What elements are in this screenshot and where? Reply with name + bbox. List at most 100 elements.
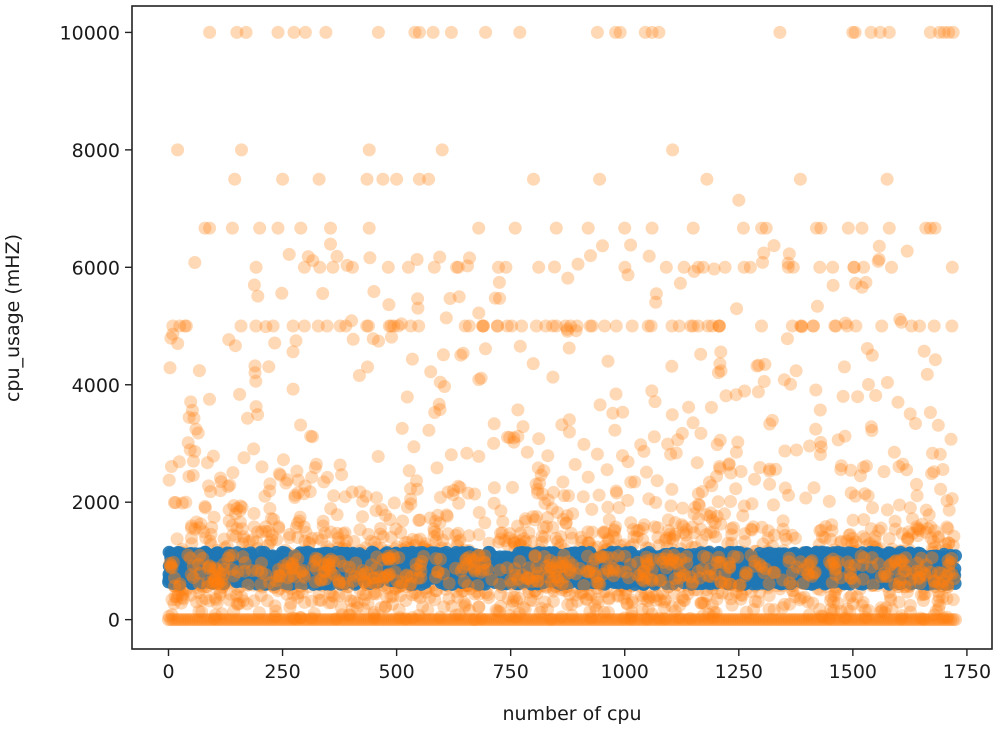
data-point — [609, 319, 623, 333]
data-point — [658, 593, 672, 607]
data-point — [891, 395, 905, 409]
data-point — [440, 508, 454, 522]
data-point — [510, 594, 524, 608]
data-point — [778, 444, 792, 458]
data-point — [840, 319, 854, 333]
data-point — [604, 613, 618, 627]
data-point — [862, 378, 875, 391]
data-point — [844, 486, 858, 500]
data-point — [477, 563, 491, 577]
data-point — [858, 487, 872, 501]
data-point — [568, 458, 582, 471]
data-point — [313, 260, 327, 274]
data-point — [412, 613, 426, 627]
data-point — [166, 613, 180, 627]
data-point — [222, 333, 236, 347]
data-point — [708, 516, 722, 530]
data-point — [186, 454, 200, 468]
data-point — [554, 613, 568, 627]
data-point — [335, 613, 349, 627]
data-point — [248, 359, 262, 373]
data-point — [189, 422, 203, 436]
data-point — [739, 613, 753, 627]
data-point — [474, 371, 488, 385]
data-point — [642, 492, 656, 506]
data-point — [873, 25, 887, 39]
data-point — [606, 613, 620, 627]
data-point — [460, 446, 474, 460]
data-point — [793, 613, 807, 627]
data-point — [584, 249, 597, 263]
data-point — [713, 433, 727, 447]
data-point — [844, 613, 858, 627]
data-point — [925, 467, 939, 481]
data-point — [227, 499, 241, 513]
data-point — [737, 499, 751, 513]
data-point — [555, 610, 569, 624]
data-point — [609, 387, 623, 401]
data-point — [807, 613, 821, 627]
data-point — [592, 488, 606, 502]
data-point — [324, 525, 338, 539]
data-point — [383, 513, 397, 526]
data-point — [287, 588, 300, 602]
data-point — [269, 613, 283, 627]
data-point — [482, 591, 496, 605]
data-point — [649, 496, 663, 509]
data-point — [776, 601, 790, 615]
data-point — [338, 490, 352, 504]
data-point — [402, 464, 416, 478]
data-point — [327, 489, 341, 503]
data-point — [344, 613, 358, 627]
data-point — [337, 613, 351, 627]
data-point — [666, 553, 679, 566]
data-point — [882, 221, 896, 235]
data-point — [595, 613, 609, 627]
data-point — [882, 532, 896, 546]
data-point — [879, 601, 893, 615]
data-point — [438, 613, 451, 627]
data-point — [877, 465, 891, 479]
data-point — [506, 613, 520, 627]
data-point — [677, 260, 691, 274]
data-point — [665, 408, 679, 422]
data-point — [362, 319, 375, 333]
data-point — [848, 613, 862, 627]
data-point — [725, 613, 739, 627]
data-point — [529, 613, 543, 627]
data-point — [606, 561, 620, 575]
data-point — [892, 460, 906, 474]
data-point — [941, 578, 955, 592]
data-point — [624, 238, 638, 252]
data-point — [849, 535, 863, 549]
data-point — [444, 25, 458, 39]
data-point — [589, 569, 603, 583]
data-point — [254, 589, 268, 603]
data-point — [762, 577, 776, 591]
data-point — [643, 591, 657, 605]
data-point — [171, 587, 185, 601]
data-point — [803, 439, 817, 453]
data-point — [777, 613, 791, 627]
data-point — [461, 259, 474, 273]
data-point — [630, 530, 644, 544]
data-point — [268, 599, 282, 613]
data-point — [396, 514, 410, 528]
data-point — [831, 433, 845, 447]
data-point — [676, 501, 690, 515]
data-point — [163, 361, 177, 375]
data-point — [601, 500, 615, 514]
data-point — [739, 605, 753, 619]
data-point — [590, 447, 604, 461]
data-point — [810, 299, 824, 313]
data-point — [333, 613, 347, 627]
data-point — [707, 613, 721, 627]
data-point — [444, 613, 458, 627]
data-point — [585, 525, 599, 539]
data-point — [437, 600, 451, 614]
data-point — [583, 319, 597, 333]
data-point — [647, 430, 661, 444]
data-point — [787, 613, 800, 627]
data-point — [934, 482, 948, 496]
data-point — [172, 455, 186, 469]
